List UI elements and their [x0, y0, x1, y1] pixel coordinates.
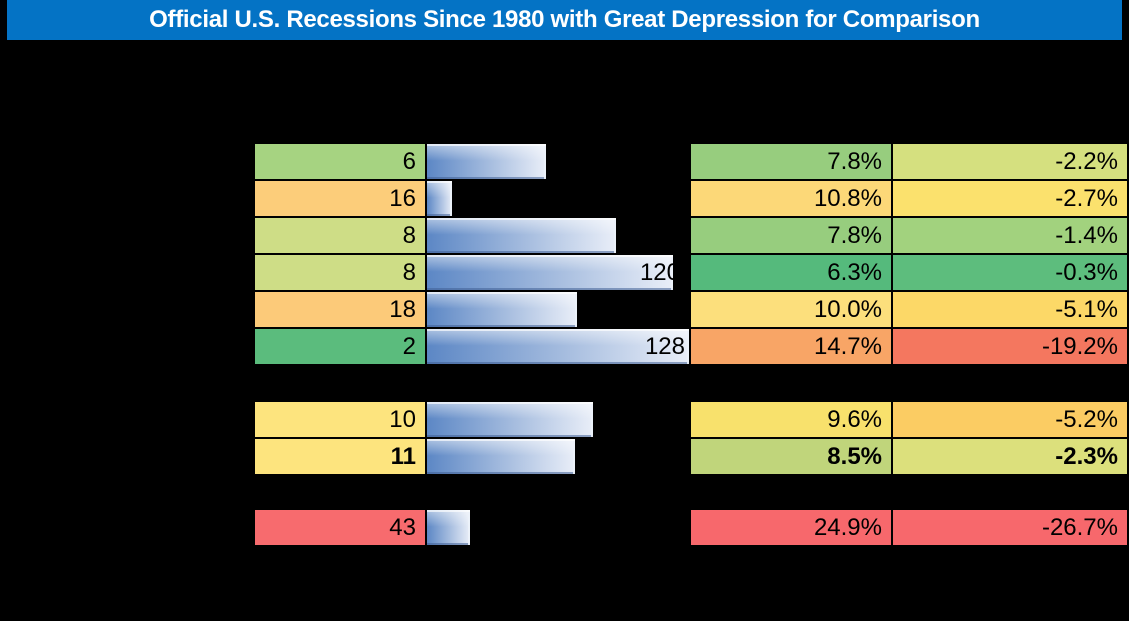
gdp-decline-cell[interactable]: -26.7%: [893, 510, 1127, 545]
months-cell[interactable]: 18: [255, 292, 425, 327]
peak-unemployment-cell[interactable]: 10.8%: [691, 181, 891, 216]
expansion-bar: [427, 439, 575, 474]
expansion-bar: [427, 181, 452, 216]
peak-unemployment-cell[interactable]: 6.3%: [691, 255, 891, 290]
peak-unemployment-cell[interactable]: 7.8%: [691, 144, 891, 179]
expansion-bar: [427, 402, 593, 437]
expansion-bar: [427, 144, 546, 179]
gdp-decline-cell[interactable]: -19.2%: [893, 329, 1127, 364]
gdp-decline-cell[interactable]: -1.4%: [893, 218, 1127, 253]
expansion-bar: [427, 218, 616, 253]
gdp-decline-cell[interactable]: -0.3%: [893, 255, 1127, 290]
months-cell[interactable]: 2: [255, 329, 425, 364]
expansion-bar: 120: [427, 255, 673, 290]
expansion-bar: [427, 292, 577, 327]
gdp-decline-cell[interactable]: -2.3%: [893, 439, 1127, 474]
months-cell[interactable]: 10: [255, 402, 425, 437]
peak-unemployment-cell[interactable]: 14.7%: [691, 329, 891, 364]
bar-value-label: 128: [644, 332, 685, 360]
months-cell[interactable]: 8: [255, 218, 425, 253]
gdp-decline-cell[interactable]: -5.1%: [893, 292, 1127, 327]
bar-value-label: 120: [639, 258, 673, 286]
gdp-decline-cell[interactable]: -2.7%: [893, 181, 1127, 216]
months-cell[interactable]: 16: [255, 181, 425, 216]
chart-title: Official U.S. Recessions Since 1980 with…: [7, 0, 1122, 40]
gdp-decline-cell[interactable]: -2.2%: [893, 144, 1127, 179]
peak-unemployment-cell[interactable]: 7.8%: [691, 218, 891, 253]
expansion-bar: [427, 510, 470, 545]
months-cell[interactable]: 11: [255, 439, 425, 474]
expansion-bar: 128: [427, 329, 689, 364]
months-cell[interactable]: 43: [255, 510, 425, 545]
peak-unemployment-cell[interactable]: 8.5%: [691, 439, 891, 474]
peak-unemployment-cell[interactable]: 10.0%: [691, 292, 891, 327]
peak-unemployment-cell[interactable]: 24.9%: [691, 510, 891, 545]
gdp-decline-cell[interactable]: -5.2%: [893, 402, 1127, 437]
months-cell[interactable]: 8: [255, 255, 425, 290]
peak-unemployment-cell[interactable]: 9.6%: [691, 402, 891, 437]
months-cell[interactable]: 6: [255, 144, 425, 179]
